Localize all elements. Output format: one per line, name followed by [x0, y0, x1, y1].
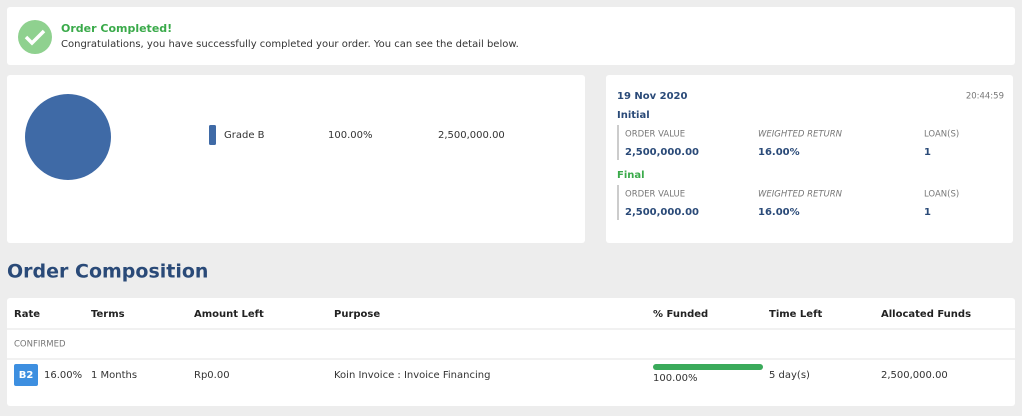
- summary-card: [606, 75, 1013, 243]
- pie-slice: [25, 94, 111, 180]
- metric-value: 16.00%: [758, 147, 800, 158]
- legend-swatch: [209, 125, 216, 145]
- success-icon: [18, 20, 52, 54]
- progress-fill: [653, 364, 763, 370]
- metric-value: 1: [924, 207, 931, 218]
- metric-value: 2,500,000.00: [625, 207, 699, 218]
- metric-label: LOAN(S): [924, 190, 959, 200]
- legend-amount: 2,500,000.00: [438, 130, 505, 141]
- column-header: Time Left: [769, 309, 822, 320]
- metric-value: 16.00%: [758, 207, 800, 218]
- notice-title: Order Completed!: [61, 22, 172, 35]
- funded: 100.00%: [653, 373, 698, 384]
- table-card: [7, 298, 1015, 406]
- allocation-card: [7, 75, 585, 243]
- metric-label: WEIGHTED RETURN: [758, 190, 843, 200]
- column-header: Terms: [91, 309, 125, 320]
- column-header: % Funded: [653, 309, 708, 320]
- allocated: 2,500,000.00: [881, 370, 948, 381]
- time-left: 5 day(s): [769, 370, 810, 381]
- section-heading: Final: [617, 170, 645, 181]
- column-header: Purpose: [334, 309, 380, 320]
- section-title: Order Composition: [7, 261, 208, 283]
- metric-label: ORDER VALUE: [625, 190, 685, 200]
- metric-label: ORDER VALUE: [625, 130, 685, 140]
- amount-left: Rp0.00: [194, 370, 230, 381]
- notice-card: [7, 7, 1015, 65]
- section-heading: Initial: [617, 110, 650, 121]
- column-header: Allocated Funds: [881, 309, 971, 320]
- grade-badge-text: B2: [19, 370, 34, 381]
- terms: 1 Months: [91, 370, 137, 381]
- grade-badge: [14, 364, 38, 386]
- check-mark: [24, 29, 46, 46]
- purpose: Koin Invoice : Invoice Financing: [334, 370, 490, 381]
- metric-label: WEIGHTED RETURN: [758, 130, 843, 140]
- status-label: CONFIRMED: [14, 340, 66, 350]
- summary-time: 20:44:59: [966, 92, 1004, 102]
- notice-message: Congratulations, you have successfully c…: [61, 39, 519, 50]
- legend-percent: 100.00%: [328, 130, 373, 141]
- column-header: Amount Left: [194, 309, 264, 320]
- metric-label: LOAN(S): [924, 130, 959, 140]
- column-header: Rate: [14, 309, 40, 320]
- legend-grade: Grade B: [224, 130, 265, 141]
- metric-value: 2,500,000.00: [625, 147, 699, 158]
- summary-date: 19 Nov 2020: [617, 91, 688, 102]
- metric-value: 1: [924, 147, 931, 158]
- rate: 16.00%: [44, 370, 82, 381]
